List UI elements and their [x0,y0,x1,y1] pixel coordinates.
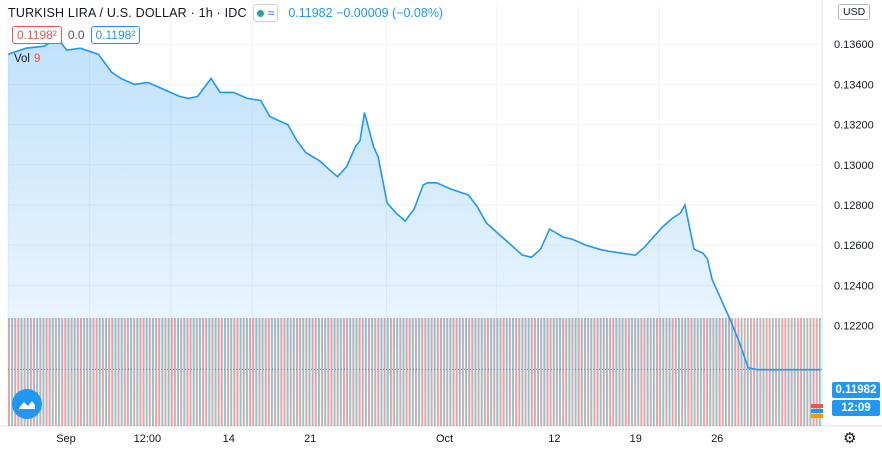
y-tick-label: 0.12200 [834,321,874,333]
logo-shape-icon [19,401,35,409]
price-change: −0.00009 [336,6,389,20]
price-line[interactable] [7,37,821,371]
x-tick-label: 12:00 [134,433,162,445]
currency-button[interactable]: USD [838,4,871,20]
tradingview-logo-icon[interactable] [12,389,42,419]
volume-label: Vol [14,53,30,65]
x-tick-label: 26 [711,433,723,445]
settings-gear-icon[interactable]: ⚙ [843,430,857,447]
volume-legend: Vol 9 [14,53,40,65]
wave-icon: ≈ [267,6,275,20]
x-tick-label: 19 [630,433,642,445]
x-tick-label: 14 [223,433,235,445]
x-tick-label: 21 [304,433,316,445]
y-tick-label: 0.13000 [834,160,874,172]
x-tick-label: Oct [436,433,453,445]
status-dot-icon [256,9,264,17]
price-area [8,38,821,426]
symbol-title[interactable]: TURKISH LIRA / U.S. DOLLAR · 1h · IDC [8,6,247,20]
chart-legend: TURKISH LIRA / U.S. DOLLAR · 1h · IDC ≈ … [8,4,443,22]
ohlc-row: 0.1198² 0.0 0.1198² [12,26,141,44]
ohlc-sell[interactable]: 0.1198² [12,26,62,44]
flags-icon[interactable] [810,403,824,419]
x-tick-label: Sep [56,433,76,445]
price-axis[interactable] [822,0,882,451]
y-tick-label: 0.12600 [834,240,874,252]
x-tick-label: 12 [548,433,560,445]
y-tick-label: 0.12800 [834,200,874,212]
legend-toggle[interactable]: ≈ [252,4,279,22]
y-tick-label: 0.13400 [834,79,874,91]
ohlc-buy[interactable]: 0.1198² [90,26,141,44]
last-price: 0.11982 [288,6,333,20]
y-tick-label: 0.12400 [834,280,874,292]
y-tick-label: 0.13200 [834,120,874,132]
y-tick-label: 0.13600 [834,39,874,51]
price-change-pct: (−0.08%) [392,6,444,20]
legend-values: 0.11982 −0.00009 (−0.08%) [288,6,443,20]
volume-value: 9 [34,53,41,65]
countdown-badge: 12:09 [832,400,880,416]
ohlc-spread: 0.0 [67,28,85,42]
last-price-badge: 0.11982 [832,382,880,398]
